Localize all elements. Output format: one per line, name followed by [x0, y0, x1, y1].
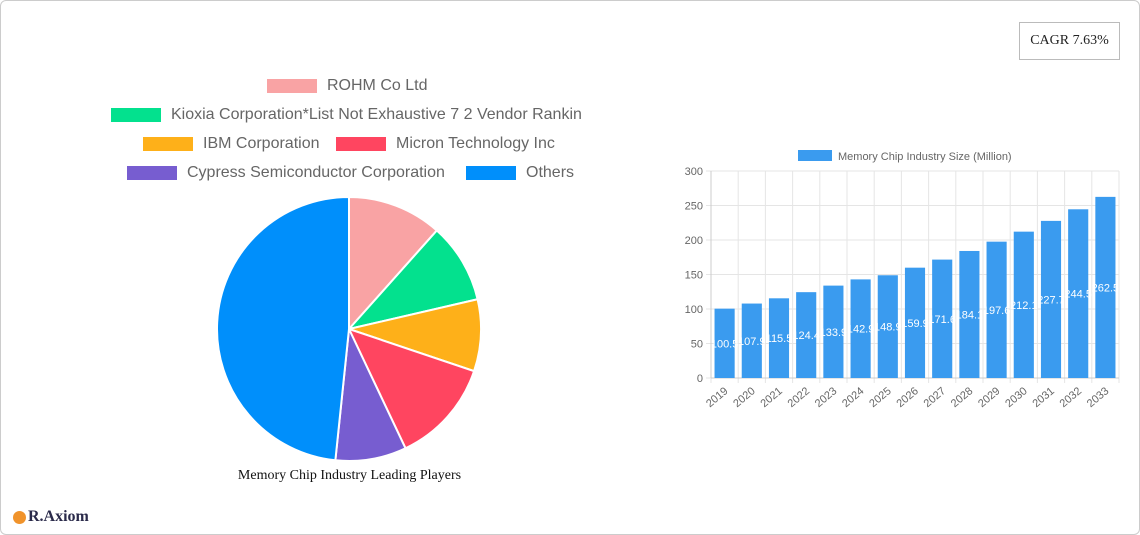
bar	[823, 285, 844, 378]
bar	[1095, 196, 1116, 378]
bar	[1013, 231, 1034, 378]
bar-chart: Memory Chip Industry Size (Million) 0 50 10…	[685, 150, 1120, 410]
y-tick-label: 300	[685, 166, 703, 178]
y-tick-label: 250	[685, 201, 703, 213]
legend-swatch	[336, 137, 386, 151]
x-tick-label: 2019	[704, 385, 730, 410]
pie-slice	[347, 327, 476, 450]
legend-item[interactable]: Others	[466, 164, 574, 182]
data-label: 100.5	[711, 338, 739, 350]
y-tick-label: 0	[697, 373, 703, 385]
data-label: 107.9	[738, 336, 766, 348]
legend-item[interactable]: IBM Corporation	[143, 135, 320, 153]
x-tick-label: 2022	[786, 385, 812, 410]
legend-swatch	[267, 79, 317, 93]
x-tick-label: 2024	[840, 385, 866, 410]
x-tick-label: 2020	[731, 385, 757, 410]
bar	[714, 308, 735, 378]
x-tick-label: 2031	[1030, 385, 1056, 410]
x-tick-label: 2021	[758, 385, 784, 410]
data-label: 184.1	[956, 309, 984, 321]
legend-swatch	[798, 150, 832, 161]
bar	[932, 259, 953, 378]
bar	[1068, 209, 1089, 378]
bar-legend-label: Memory Chip Industry Size (Million)	[838, 151, 1012, 163]
logo-icon	[13, 510, 26, 524]
data-label: 212.1	[1010, 300, 1038, 312]
x-tick-label: 2026	[894, 385, 920, 410]
data-label: 159.9	[901, 318, 929, 330]
pie-slice	[346, 229, 479, 331]
bar	[1040, 220, 1062, 378]
logo: R.Axiom	[13, 508, 89, 526]
logo-text: R.Axiom	[28, 508, 89, 525]
bar	[768, 298, 790, 378]
bar	[796, 292, 817, 378]
x-tick-label: 2027	[922, 385, 948, 410]
legend-label: ROHM Co Ltd	[327, 77, 428, 94]
pie-chart	[216, 195, 482, 462]
data-label: 171.6	[928, 314, 956, 326]
y-tick-label: 100	[685, 304, 703, 316]
data-label: 197.6	[983, 305, 1011, 317]
bar	[850, 279, 871, 378]
data-label: 124.4	[792, 330, 820, 342]
bar	[877, 275, 898, 378]
x-tick-label: 2032	[1058, 385, 1084, 410]
y-tick-label: 200	[685, 235, 703, 247]
bar	[741, 303, 762, 378]
legend-label: Micron Technology Inc	[396, 135, 555, 152]
x-tick-label: 2023	[813, 385, 839, 410]
legend-item[interactable]: Cypress Semiconductor Corporation	[127, 164, 445, 182]
data-label: 262.5	[1092, 282, 1120, 294]
data-label: 133.9	[820, 327, 848, 339]
legend-label: Cypress Semiconductor Corporation	[187, 164, 445, 181]
legend-item[interactable]: Kioxia Corporation*List Not Exhaustive 7…	[111, 106, 582, 124]
bar	[904, 267, 926, 378]
pie-title: Memory Chip Industry Leading Players	[237, 468, 462, 483]
legend-swatch	[466, 166, 516, 180]
bar	[959, 250, 980, 378]
x-tick-label: 2028	[949, 385, 975, 410]
legend-label: Others	[526, 164, 575, 181]
legend-swatch	[127, 166, 177, 180]
legend-label: IBM Corporation	[203, 135, 320, 152]
cagr-badge: CAGR 7.63%	[1019, 22, 1120, 60]
data-label: 244.5	[1064, 289, 1092, 301]
data-label: 142.9	[847, 324, 875, 336]
legend-swatch	[111, 108, 161, 122]
data-label: 115.5	[766, 333, 793, 345]
legend-swatch	[143, 137, 193, 151]
x-tick-label: 2030	[1003, 385, 1029, 410]
legend-item[interactable]: ROHM Co Ltd	[267, 77, 427, 95]
pie-slice	[348, 195, 439, 332]
x-tick-label: 2029	[976, 385, 1002, 410]
data-label: 148.9	[874, 322, 902, 334]
bar	[986, 241, 1007, 378]
y-tick-label: 150	[685, 270, 703, 282]
legend-label: Kioxia Corporation*List Not Exhaustive 7…	[171, 106, 582, 123]
data-label: 227.7	[1037, 294, 1065, 306]
y-tick-label: 50	[691, 339, 703, 351]
legend-item[interactable]: Micron Technology Inc	[336, 135, 555, 153]
x-tick-label: 2033	[1085, 385, 1111, 410]
pie-slice	[216, 195, 350, 462]
x-tick-label: 2025	[867, 385, 893, 410]
